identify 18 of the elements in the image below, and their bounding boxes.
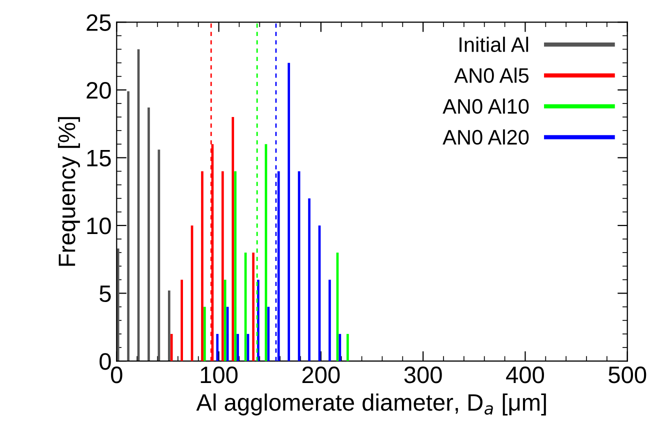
y-tick-label: 20 (86, 82, 111, 99)
legend-label: Initial Al (460, 36, 528, 52)
y-axis-title: Frequency [%] (58, 117, 80, 266)
x-tick-label: 500 (608, 366, 646, 384)
legend-label: AN0 Al20 (442, 129, 529, 145)
y-tick-label: 10 (87, 218, 111, 234)
x-tick-label: 300 (404, 366, 442, 384)
y-tick-label: 15 (87, 150, 111, 166)
y-tick-label: 5 (100, 286, 111, 302)
x-axis-title: Al agglomerate diameter, D$_{a}$ [μm] (196, 393, 546, 416)
y-tick-label: 25 (86, 14, 111, 31)
x-tick-label: 400 (506, 366, 544, 384)
x-tick-label: 200 (302, 366, 340, 384)
y-tick-label: 0 (100, 353, 111, 370)
legend-label: AN0 Al5 (454, 68, 529, 83)
x-tick-label: 0 (111, 366, 122, 384)
legend-label: AN0 Al10 (442, 98, 529, 114)
x-tick-label: 100 (200, 366, 238, 384)
